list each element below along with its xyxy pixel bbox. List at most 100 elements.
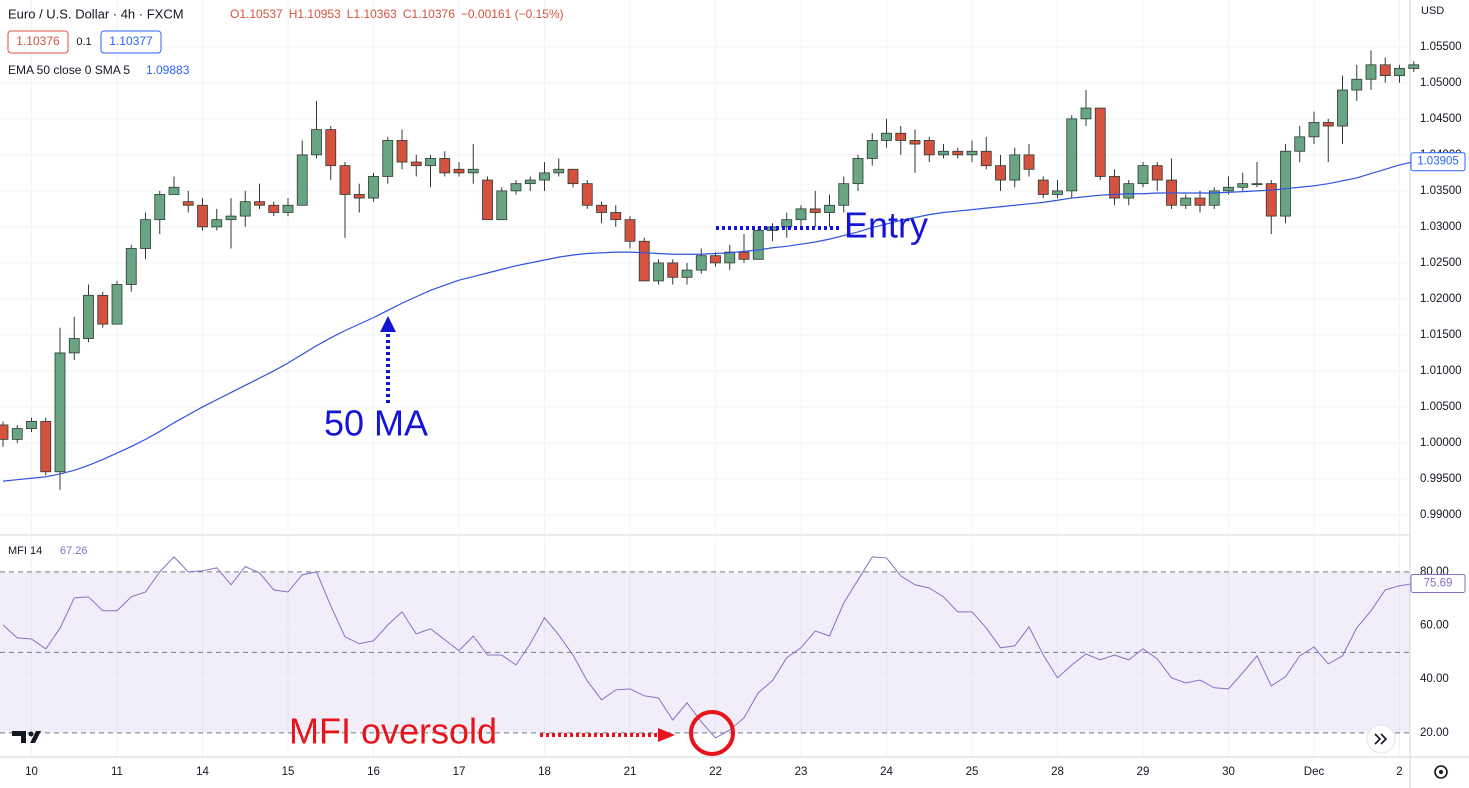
- candle-body: [1251, 183, 1263, 186]
- candle-body: [382, 140, 394, 177]
- candle-body: [553, 168, 565, 174]
- candle-body: [1066, 118, 1078, 192]
- candle-body: [909, 140, 921, 145]
- candle-body: [638, 240, 650, 282]
- candle-body: [1294, 136, 1306, 152]
- candle-body: [966, 150, 978, 156]
- candle-body: [938, 150, 949, 156]
- mfi-legend-value: 67.26: [60, 545, 88, 557]
- candle-body: [681, 269, 693, 278]
- candle-body: [268, 204, 280, 213]
- y-tick-label: 1.00000: [1420, 437, 1462, 449]
- candle-body: [1237, 183, 1249, 188]
- candle-body: [40, 420, 52, 473]
- settings-gear[interactable]: [1434, 765, 1448, 779]
- bid-box[interactable]: [7, 30, 69, 54]
- x-tick-label: 25: [966, 766, 979, 778]
- ask: 1.10377: [109, 34, 153, 48]
- x-tick-label: 10: [25, 766, 38, 778]
- candle-body: [11, 428, 23, 440]
- y-tick-label: 1.03500: [1420, 185, 1462, 197]
- y-tick-label: 60.00: [1420, 620, 1449, 632]
- symbol-title: Euro / U.S. Dollar · 4h · FXCM: [8, 6, 184, 21]
- candle-body: [1337, 89, 1348, 127]
- candle-body: [738, 251, 750, 260]
- candle-body: [410, 161, 422, 167]
- candle-body: [1208, 190, 1220, 206]
- candle-body: [1109, 176, 1120, 199]
- candle-body: [83, 294, 94, 339]
- ma-annotation: 50 MA: [324, 403, 428, 444]
- candle-body: [524, 179, 536, 185]
- x-tick-label: 21: [624, 766, 637, 778]
- candle-body: [1009, 154, 1021, 181]
- y-tick-label: 1.01000: [1420, 365, 1462, 377]
- candle-body: [239, 201, 251, 217]
- x-tick-label: 17: [453, 766, 466, 778]
- candle-body: [1151, 165, 1163, 181]
- spread: 0.1: [76, 36, 91, 48]
- ohlc-value: H1.10953: [289, 7, 341, 21]
- x-tick-label: 28: [1051, 766, 1064, 778]
- x-tick-label: 29: [1137, 766, 1150, 778]
- candle-body: [154, 194, 166, 221]
- candle-body: [225, 215, 237, 221]
- x-tick-label: Dec: [1304, 766, 1325, 778]
- candle-body: [1379, 64, 1391, 77]
- candle-body: [0, 424, 9, 440]
- candle-body: [724, 251, 736, 264]
- ema-legend-value: 1.09883: [146, 63, 190, 77]
- oversold-circle: [689, 710, 735, 756]
- candle-body: [1394, 68, 1405, 77]
- ema-last-tag-box: [1410, 152, 1466, 172]
- ohlc-value: O1.10537: [230, 7, 283, 21]
- tv-logo: [12, 731, 41, 743]
- y-tick-label: 1.03000: [1420, 221, 1462, 233]
- candle-body: [311, 129, 322, 156]
- x-tick-label: 15: [282, 766, 295, 778]
- candle-body: [596, 204, 607, 213]
- ema-legend: EMA 50 close 0 SMA 5: [8, 63, 130, 77]
- ask-box[interactable]: [100, 30, 162, 54]
- candle-body: [866, 140, 878, 159]
- candle-body: [952, 150, 964, 156]
- candle-body: [439, 158, 451, 174]
- candle-body: [539, 172, 550, 181]
- y-tick-label: 1.00500: [1420, 401, 1462, 413]
- candle-body: [653, 262, 664, 282]
- labels: 10 11 14 15 16 17 18 21 22 23 24 25 28 29 30 Dec 2 0.9900…: [25, 7, 1466, 778]
- candle-body: [125, 248, 137, 285]
- candle-body: [881, 132, 892, 141]
- mfi-line: [2, 556, 1414, 739]
- candle-body: [852, 158, 864, 185]
- mfi-last-tag-box: [1410, 573, 1466, 593]
- y-tick-label: 1.04500: [1420, 113, 1462, 125]
- y-tick-label: 1.01500: [1420, 329, 1462, 341]
- candle-body: [1094, 107, 1106, 177]
- x-tick-label: 2: [1396, 766, 1402, 778]
- x-tick-label: 30: [1222, 766, 1235, 778]
- ohlc-value: L1.10363: [347, 7, 397, 21]
- candle-body: [211, 219, 223, 228]
- y-tick-label: 1.05500: [1420, 41, 1462, 53]
- candle-body: [1365, 64, 1377, 80]
- mfi-legend: MFI 14: [8, 545, 42, 557]
- candle-body: [425, 158, 436, 167]
- candle-body: [325, 129, 337, 167]
- candle-body: [795, 208, 807, 221]
- grid: [0, 0, 1410, 757]
- candle-body: [1037, 179, 1049, 195]
- candle-body: [140, 219, 151, 249]
- x-tick-label: 23: [795, 766, 808, 778]
- scroll-button[interactable]: [1366, 724, 1396, 754]
- candle-body: [1180, 197, 1192, 206]
- candle-body: [567, 168, 579, 185]
- candle-body: [1280, 150, 1291, 217]
- candle-body: [368, 176, 379, 199]
- candle-body: [752, 230, 764, 260]
- ohlc-value: C1.10376: [403, 7, 455, 21]
- candle-body: [695, 255, 707, 271]
- candle-body: [824, 204, 835, 213]
